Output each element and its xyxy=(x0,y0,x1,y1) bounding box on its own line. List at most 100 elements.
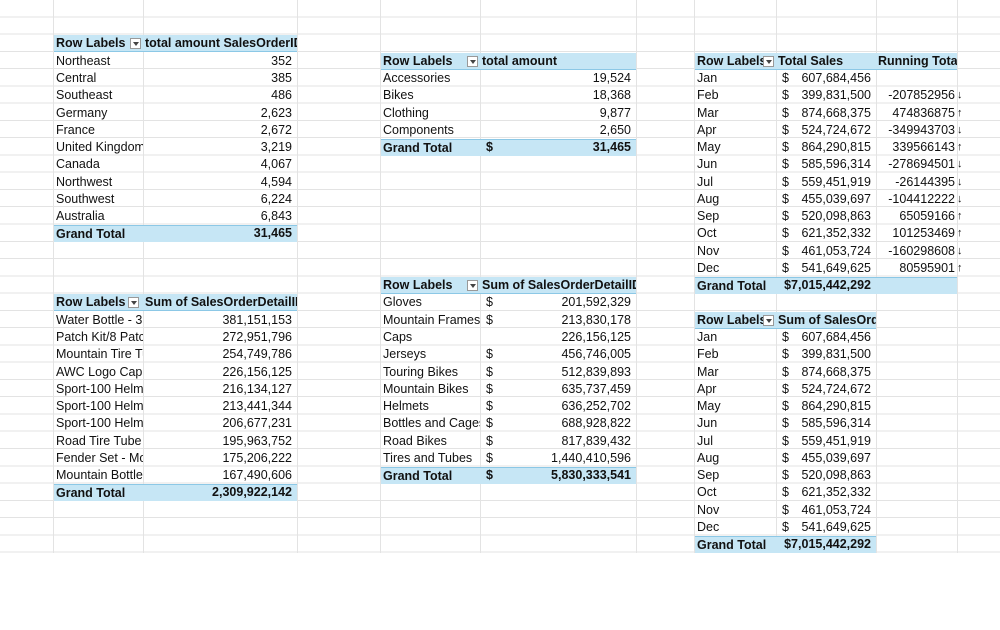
currency-symbol: $ xyxy=(486,140,493,155)
column-header: Sum of SalesOrderDetailID xyxy=(480,277,636,295)
row-value: 4,067 xyxy=(260,157,292,172)
row-label: Central xyxy=(56,70,97,85)
column-header: Running Total xyxy=(876,52,957,70)
row-label: Dec xyxy=(697,520,720,534)
row-value: 864,290,815 xyxy=(801,140,871,155)
row-value: 636,252,702 xyxy=(561,399,631,414)
row-value: 512,839,893 xyxy=(561,364,631,379)
row-value: 272,951,796 xyxy=(222,330,292,345)
row-label: Mountain Frames xyxy=(383,312,480,327)
trend-arrow: ↑ xyxy=(957,141,963,154)
grand-total-fill xyxy=(480,139,636,157)
row-value: 520,098,863 xyxy=(801,468,871,483)
currency-symbol: $ xyxy=(486,468,493,483)
row-value: 621,352,332 xyxy=(801,485,871,500)
currency-symbol: $ xyxy=(782,209,789,224)
row-value: 585,596,314 xyxy=(801,157,871,172)
currency-symbol: $ xyxy=(486,399,493,414)
currency-symbol: $ xyxy=(782,468,789,483)
row-value: 201,592,329 xyxy=(561,295,631,310)
row-value: 3,219 xyxy=(260,140,292,155)
row-label: Australia xyxy=(56,209,105,224)
running-total: 101253469 xyxy=(892,226,955,241)
column-header: Row Labels xyxy=(381,277,480,295)
row-value: 213,441,344 xyxy=(222,399,292,414)
row-value: 585,596,314 xyxy=(801,416,871,431)
row-label: Road Tire Tube xyxy=(56,433,142,448)
currency-symbol: $ xyxy=(782,381,789,396)
row-value: 216,134,127 xyxy=(222,381,292,396)
row-value: 2,650 xyxy=(599,122,631,137)
row-label: France xyxy=(56,122,95,137)
column-header: Row Labels xyxy=(381,52,480,70)
currency-symbol: $ xyxy=(782,347,789,362)
row-value: 195,963,752 xyxy=(222,433,292,448)
grand-total-label: Grand Total xyxy=(695,536,776,554)
row-label: Mar xyxy=(697,364,719,379)
row-value: 688,928,822 xyxy=(561,416,631,431)
currency-symbol: $ xyxy=(782,105,789,120)
row-value: 864,290,815 xyxy=(801,399,871,414)
grand-total-fill xyxy=(776,277,957,295)
grand-total-label: Grand Total xyxy=(381,467,480,485)
row-value: 607,684,456 xyxy=(801,330,871,345)
trend-arrow: ↓ xyxy=(957,123,963,136)
running-total: -278694501 xyxy=(888,157,955,172)
row-value: 520,098,863 xyxy=(801,209,871,224)
row-label: Jul xyxy=(697,174,713,189)
row-label: Caps xyxy=(383,330,413,345)
currency-symbol: $ xyxy=(782,226,789,241)
filter-button[interactable] xyxy=(130,38,141,50)
row-label: Fender Set - Mo xyxy=(56,450,143,465)
row-value: 6,224 xyxy=(260,191,292,206)
trend-arrow: ↑ xyxy=(957,261,963,274)
grand-total-value: 31,465 xyxy=(592,140,631,155)
row-label: Mountain Bottle xyxy=(56,468,143,483)
row-value: 175,206,222 xyxy=(222,450,292,465)
row-label: AWC Logo Cap xyxy=(56,364,143,379)
trend-arrow: ↓ xyxy=(957,244,963,257)
filter-button[interactable] xyxy=(128,297,139,309)
column-gridlines xyxy=(53,0,958,553)
row-label: Sport-100 Helm xyxy=(56,381,143,396)
column-header: Row Labels xyxy=(695,52,776,70)
row-value: 461,053,724 xyxy=(801,243,871,258)
filter-button[interactable] xyxy=(763,55,774,67)
row-label: Apr xyxy=(697,381,717,396)
row-value: 541,649,625 xyxy=(801,260,871,275)
column-header: Sum of SalesOrderID xyxy=(776,311,876,329)
column-header: Total Sales xyxy=(776,52,876,70)
row-value: 461,053,724 xyxy=(801,502,871,517)
row-label: Gloves xyxy=(383,295,422,310)
filter-button[interactable] xyxy=(467,55,478,67)
row-value: 213,830,178 xyxy=(561,312,631,327)
column-header: total amount xyxy=(480,52,636,70)
row-label: Mountain Bikes xyxy=(383,381,469,396)
row-label: Accessories xyxy=(383,70,451,85)
column-header: Row Labels xyxy=(54,35,143,53)
row-value: 486 xyxy=(271,88,292,103)
trend-arrow: ↓ xyxy=(957,192,963,205)
currency-symbol: $ xyxy=(782,450,789,465)
row-label: Feb xyxy=(697,88,719,103)
row-label: Germany xyxy=(56,105,108,120)
row-value: 18,368 xyxy=(592,88,631,103)
grand-total-label: Grand Total xyxy=(54,225,143,243)
row-label: Jan xyxy=(697,70,718,85)
row-label: Aug xyxy=(697,450,720,465)
row-value: 4,594 xyxy=(260,174,292,189)
currency-symbol: $ xyxy=(486,364,493,379)
running-total: -160298608 xyxy=(888,243,955,258)
row-label: Helmets xyxy=(383,399,429,414)
row-value: 456,746,005 xyxy=(561,347,631,362)
grand-total-fill xyxy=(776,536,876,554)
row-label: Sport-100 Helm xyxy=(56,416,143,431)
grand-total-fill xyxy=(143,484,297,502)
row-value: 607,684,456 xyxy=(801,70,871,85)
grand-total-value: 31,465 xyxy=(253,226,292,241)
currency-symbol: $ xyxy=(782,502,789,517)
filter-button[interactable] xyxy=(467,280,478,292)
row-label: Components xyxy=(383,122,454,137)
filter-button[interactable] xyxy=(763,314,774,326)
